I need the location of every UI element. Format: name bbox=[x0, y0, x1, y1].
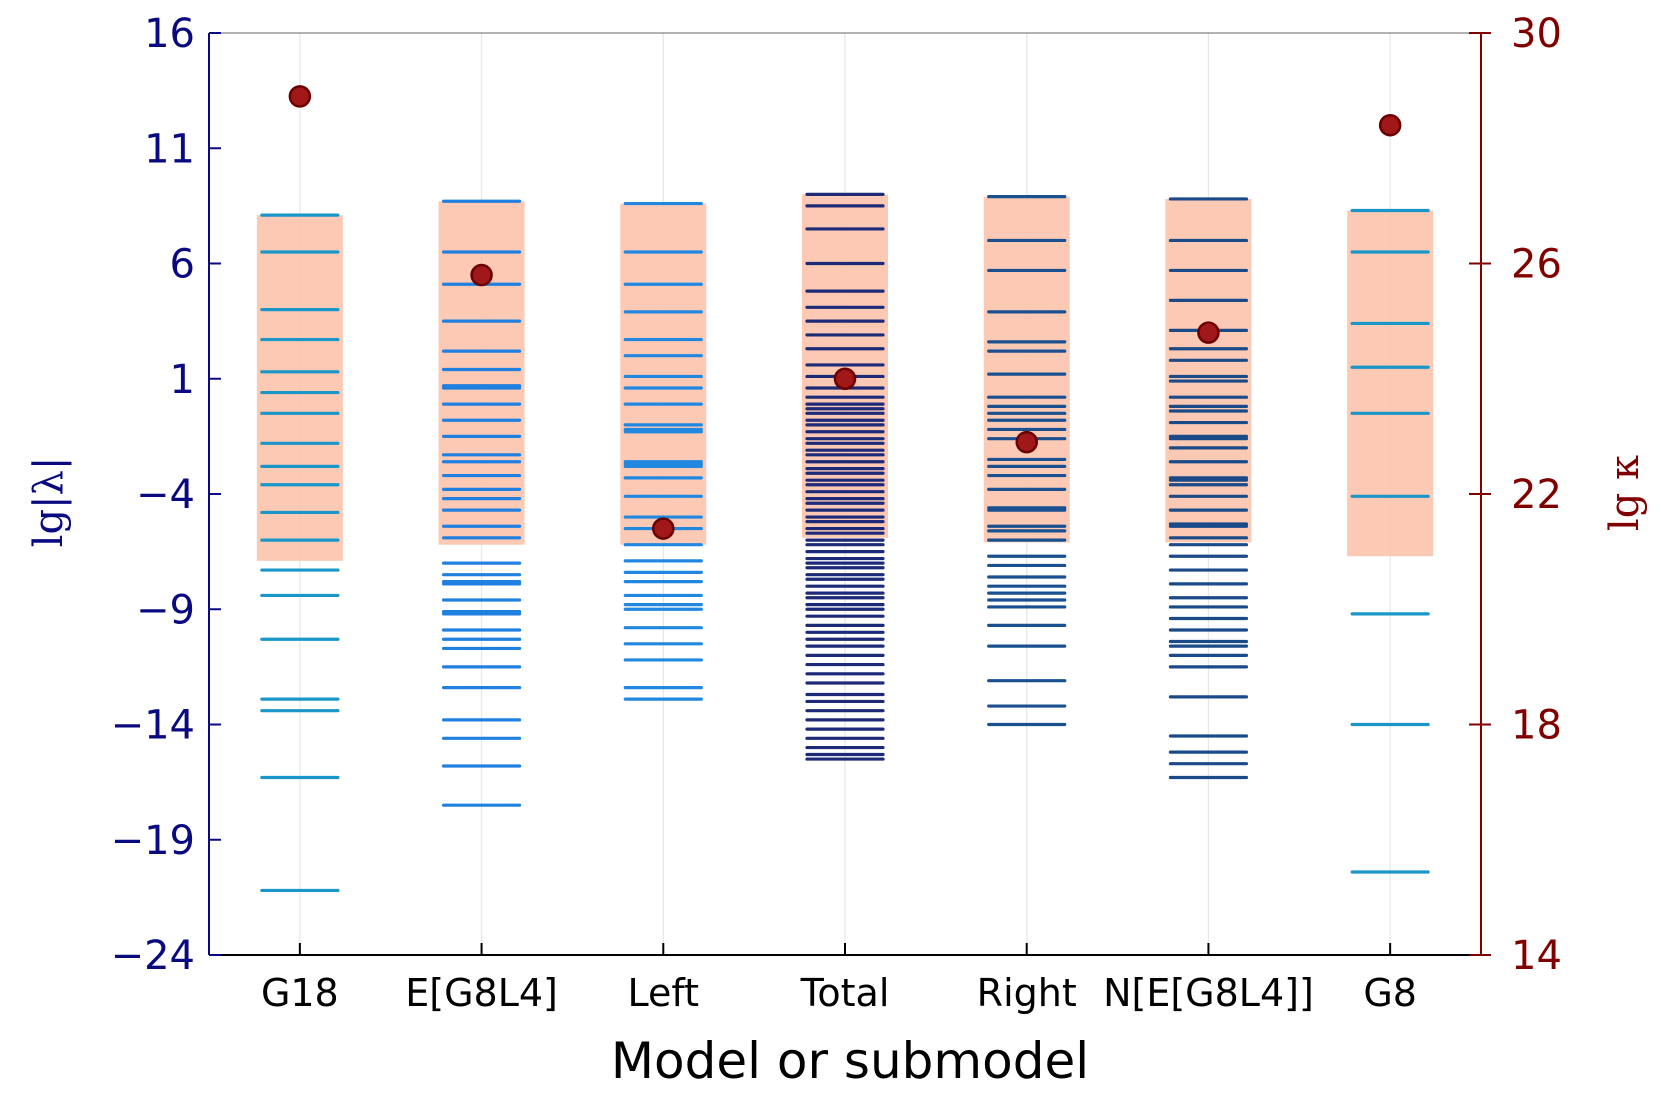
eigenvalue-ticks bbox=[260, 192, 1430, 893]
y-tick-label-left: −19 bbox=[111, 818, 195, 864]
y-tick-label-left: 1 bbox=[170, 357, 195, 403]
x-tick-label: G8 bbox=[1363, 971, 1417, 1015]
condition-number-point bbox=[652, 517, 675, 540]
condition-number-point bbox=[1197, 321, 1220, 344]
y-axis-label-right: lg κ bbox=[1602, 455, 1648, 531]
condition-number-point bbox=[288, 85, 312, 108]
condition-number-point bbox=[470, 263, 493, 287]
condition-number-point bbox=[1378, 113, 1402, 137]
y-axis-label-left: lg|λ| bbox=[26, 457, 72, 548]
x-tick-label: G18 bbox=[261, 971, 339, 1015]
x-tick-label: Left bbox=[628, 971, 700, 1015]
x-tick-label: Total bbox=[800, 971, 890, 1015]
y-tick-label-right: 18 bbox=[1511, 703, 1562, 749]
y-tick-label-left: 11 bbox=[144, 126, 195, 172]
y-tick-label-left: −24 bbox=[111, 933, 195, 979]
eigenvalue-band bbox=[620, 203, 707, 545]
x-axis-label: Model or submodel bbox=[611, 1032, 1089, 1090]
y-tick-label-left: −4 bbox=[136, 472, 195, 518]
y-tick-label-right: 26 bbox=[1511, 242, 1562, 288]
axes bbox=[208, 32, 1491, 956]
condition-number-points bbox=[288, 85, 1402, 540]
eigenvalue-band bbox=[1165, 198, 1252, 543]
tick-labels: 16 11 6 1 −4 −9 −14 −19 −24 30 26 22 18 14 G18 E[G8L4] L… bbox=[111, 11, 1562, 1015]
y-tick-label-left: 16 bbox=[144, 11, 195, 57]
x-tick-label: N[E[G8L4]] bbox=[1103, 971, 1314, 1015]
x-tick-label: E[G8L4] bbox=[405, 971, 558, 1015]
y-tick-label-left: −14 bbox=[111, 703, 195, 749]
y-tick-label-left: 6 bbox=[170, 242, 195, 288]
y-tick-label-right: 30 bbox=[1511, 11, 1562, 57]
y-tick-label-right: 22 bbox=[1511, 472, 1562, 518]
y-tick-label-left: −9 bbox=[136, 587, 195, 633]
eigenvalue-band bbox=[1347, 210, 1434, 557]
eigenvalue-band bbox=[256, 215, 343, 561]
eigenvalue-band bbox=[438, 201, 525, 545]
condition-number-point bbox=[1015, 430, 1038, 454]
x-tick-label: Right bbox=[977, 971, 1077, 1015]
eigenvalue-band bbox=[983, 196, 1070, 543]
y-tick-label-right: 14 bbox=[1511, 933, 1562, 979]
condition-number-point bbox=[833, 367, 857, 390]
